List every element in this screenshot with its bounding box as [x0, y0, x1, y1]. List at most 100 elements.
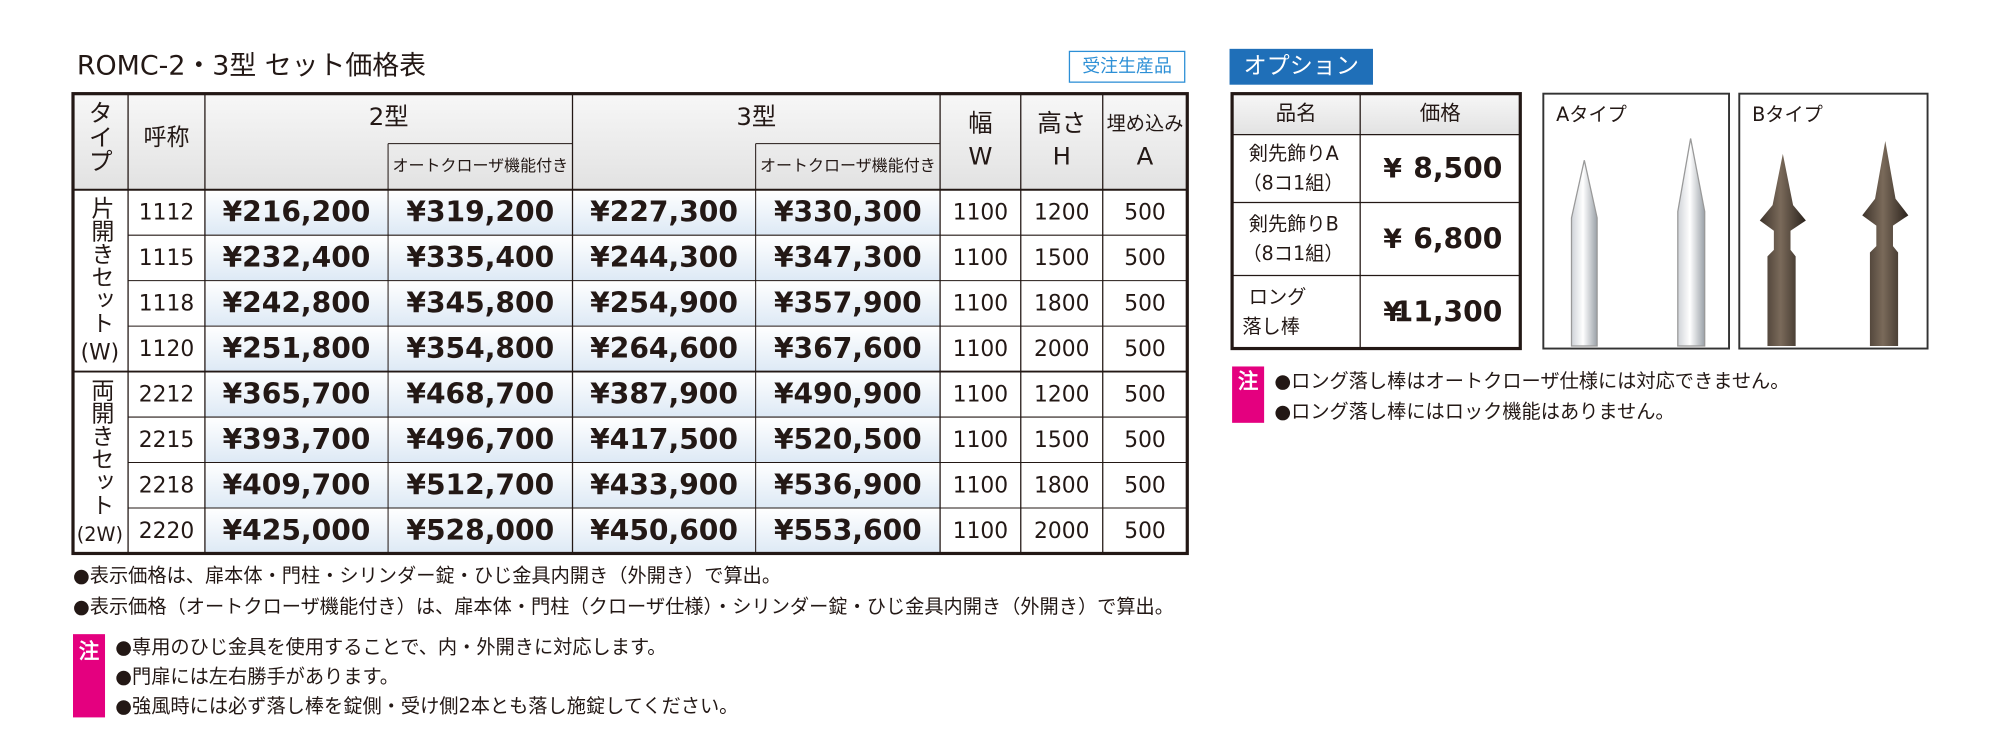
price: ¥425,000 — [223, 514, 371, 547]
cell: 1800 — [1034, 474, 1089, 499]
price: ¥393,700 — [223, 423, 371, 456]
cell: 500 — [1124, 519, 1166, 544]
header: オートクローザ機能付き — [392, 156, 568, 175]
price: ¥354,800 — [406, 332, 554, 365]
price: ¥216,200 — [223, 196, 371, 229]
cell: 1100 — [953, 337, 1008, 362]
price: ¥468,700 — [406, 378, 554, 411]
header: 埋め込み — [1107, 112, 1184, 135]
header: 幅 — [968, 108, 992, 137]
option-title: オプション — [1244, 53, 1359, 79]
group-suffix: (2W) — [77, 523, 123, 546]
price: ¥433,900 — [590, 469, 738, 502]
price: ¥347,300 — [774, 241, 922, 274]
price: ¥335,400 — [406, 241, 554, 274]
price: ¥251,800 — [223, 332, 371, 365]
cell: 1100 — [953, 383, 1008, 408]
cell: 2212 — [139, 383, 194, 408]
option-name: ロング — [1249, 285, 1307, 308]
caution-line: ●強風時には必ず落し棒を錠側・受け側2本とも落し施錠してください。 — [115, 695, 738, 718]
price: ¥242,800 — [223, 287, 371, 320]
price: ¥244,300 — [590, 241, 738, 274]
title: ROMC-2・3型 セット価格表 — [77, 50, 426, 81]
cell: 1100 — [953, 474, 1008, 499]
header: 呼称 — [143, 125, 189, 151]
price: ¥365,700 — [223, 378, 371, 411]
note: ●表示価格（オートクローザ機能付き）は、扉本体・門柱（クローザ仕様）・シリンダー… — [73, 595, 1174, 618]
illustrations — [1542, 92, 1929, 350]
note: ●表示価格は、扉本体・門柱・シリンダー錠・ひじ金具内開き（外開き）で算出。 — [73, 564, 781, 587]
cell: 1100 — [953, 246, 1008, 271]
price: ¥512,700 — [406, 469, 554, 502]
header: 品名 — [1276, 101, 1317, 125]
cell: 500 — [1124, 246, 1166, 271]
cell: 500 — [1124, 428, 1166, 453]
price: ¥496,700 — [406, 423, 554, 456]
price: ¥357,900 — [774, 287, 922, 320]
cell: 2000 — [1034, 519, 1089, 544]
image-label: Aタイプ — [1556, 103, 1627, 126]
option-frame — [1230, 92, 1522, 351]
caution-mark-bg — [1232, 366, 1265, 423]
caution-mark: 注 — [1238, 369, 1259, 393]
price: ¥536,900 — [774, 469, 922, 502]
cell: 1100 — [953, 201, 1008, 226]
price: ¥319,200 — [406, 196, 554, 229]
option-price: 8,500 — [1413, 152, 1502, 185]
header: 高さ — [1037, 108, 1086, 137]
option-title-bg — [1229, 48, 1373, 85]
option-price: 6,800 — [1413, 222, 1502, 255]
caution-line: ●門扉には左右勝手があります。 — [115, 665, 399, 688]
price: ¥264,600 — [590, 332, 738, 365]
price: ¥417,500 — [590, 423, 738, 456]
cell: 2215 — [139, 428, 194, 453]
caution-mark: 注 — [79, 639, 100, 663]
cell: 1118 — [139, 292, 194, 317]
cell: 1120 — [139, 337, 194, 362]
cell: 1115 — [139, 246, 194, 271]
cell: 1200 — [1034, 201, 1089, 226]
cell: 1800 — [1034, 292, 1089, 317]
header-bg — [1232, 93, 1521, 135]
group-suffix: (W) — [81, 341, 120, 366]
option-currency: ¥ — [1383, 153, 1402, 184]
cell: 500 — [1124, 292, 1166, 317]
cell: 500 — [1124, 201, 1166, 226]
header-bg — [73, 93, 1188, 190]
cell: 1100 — [953, 292, 1008, 317]
price: ¥528,000 — [406, 514, 554, 547]
cell: 2220 — [139, 519, 194, 544]
option-name: 剣先飾りB — [1249, 212, 1339, 235]
header: 2型 — [369, 102, 409, 131]
price: ¥345,800 — [406, 287, 554, 320]
price: ¥490,900 — [774, 378, 922, 411]
header: 3型 — [736, 102, 776, 131]
cell: 1112 — [139, 201, 194, 226]
option-name: （8コ1組） — [1242, 171, 1343, 194]
header: W — [968, 142, 992, 171]
cell: 1100 — [953, 519, 1008, 544]
group-label: 両開きセット — [87, 378, 114, 516]
cell: 1200 — [1034, 383, 1089, 408]
option-currency: ¥ — [1383, 297, 1402, 328]
price: ¥227,300 — [590, 196, 738, 229]
option-name: 剣先飾りA — [1249, 142, 1339, 165]
price: ¥409,700 — [223, 469, 371, 502]
image-label: Bタイプ — [1752, 103, 1823, 126]
option-currency: ¥ — [1383, 224, 1402, 255]
price: ¥254,900 — [590, 287, 738, 320]
caution-line: ●ロング落し棒にはロック機能はありません。 — [1274, 400, 1674, 423]
caution-mark-bg — [73, 634, 106, 718]
header: オートクローザ機能付き — [760, 156, 936, 175]
option-price: 11,300 — [1394, 295, 1503, 328]
group-label: 片開きセット — [87, 196, 115, 334]
cell: 500 — [1124, 474, 1166, 499]
cell: 2218 — [139, 474, 194, 499]
cell: 500 — [1124, 337, 1166, 362]
cell: 2000 — [1034, 337, 1089, 362]
badge-frame — [1068, 50, 1186, 83]
header: A — [1137, 142, 1154, 171]
price: ¥450,600 — [590, 514, 738, 547]
cell: 1100 — [953, 428, 1008, 453]
